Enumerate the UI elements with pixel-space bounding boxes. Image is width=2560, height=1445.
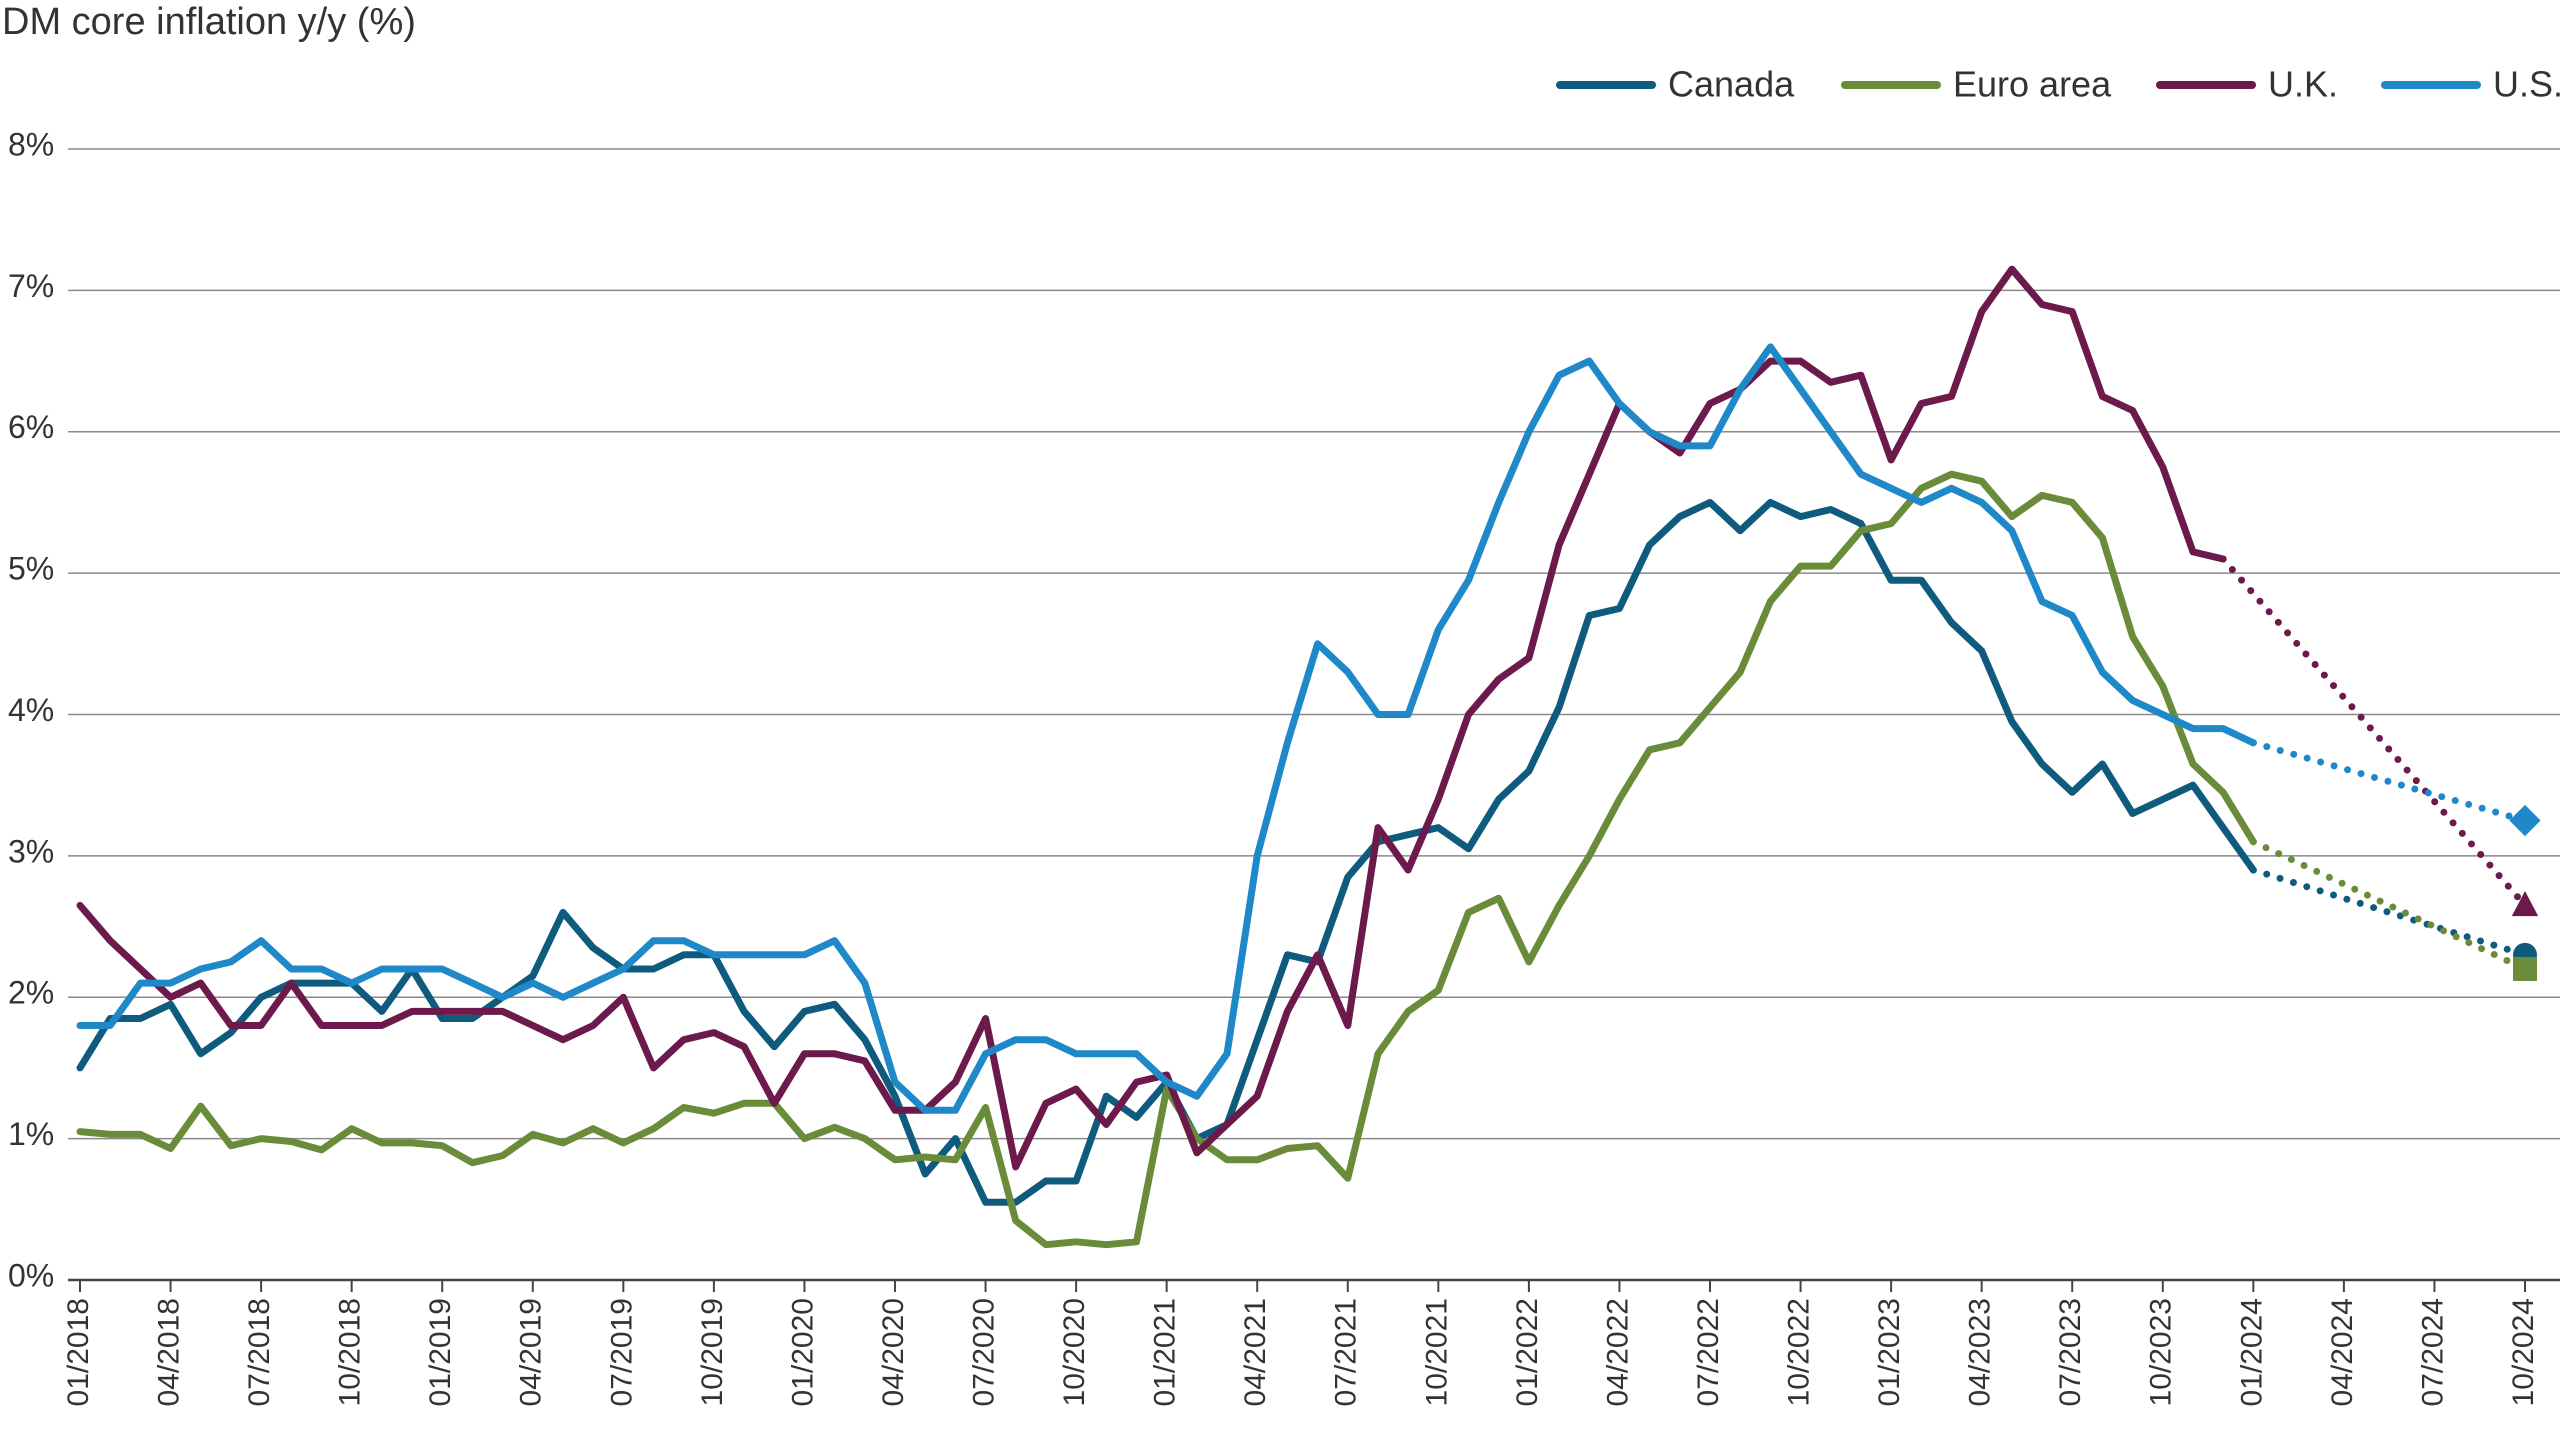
x-tick-label: 07/2020: [967, 1298, 1000, 1406]
x-tick-label: 01/2021: [1149, 1298, 1182, 1406]
legend: Canada Euro area U.K. U.S.: [1556, 64, 2560, 105]
x-tick-label: 01/2019: [424, 1298, 457, 1406]
x-tick-label: 04/2021: [1239, 1298, 1272, 1406]
x-tick-label: 04/2020: [877, 1298, 910, 1406]
y-tick-label: 5%: [8, 551, 54, 587]
projection-line: [2249, 866, 2529, 959]
x-tick-label: 04/2023: [1964, 1298, 1997, 1406]
legend-label: U.S.: [2493, 64, 2560, 105]
x-tick-label: 07/2018: [243, 1298, 276, 1406]
axes: 0% 1% 2% 3% 4% 5% 6% 7% 8% 01/2018 04/2018 07/2018 1…: [8, 126, 2540, 1406]
y-tick-label: 3%: [8, 833, 54, 869]
x-tick-label: 01/2022: [1511, 1298, 1544, 1406]
y-tick-label: 7%: [8, 268, 54, 304]
x-tick-label: 07/2023: [2054, 1298, 2087, 1406]
y-tick-label: 8%: [8, 126, 54, 162]
x-tick-label: 07/2021: [1330, 1298, 1363, 1406]
projection-line: [2249, 739, 2529, 825]
x-tick-label: 07/2022: [1692, 1298, 1725, 1406]
end-marker: [2513, 956, 2537, 981]
x-tick-label: 10/2024: [2507, 1298, 2540, 1406]
legend-label: U.K.: [2268, 64, 2338, 105]
x-tick-label: 07/2019: [605, 1298, 638, 1406]
y-tick-label: 2%: [8, 975, 54, 1011]
x-tick-label: 01/2024: [2235, 1298, 2268, 1406]
x-tick-label: 01/2018: [62, 1298, 95, 1406]
x-tick-label: 10/2021: [1420, 1298, 1453, 1406]
x-tick-label: 10/2020: [1058, 1298, 1091, 1406]
y-tick-label: 4%: [8, 692, 54, 728]
x-tick-label: 10/2023: [2145, 1298, 2178, 1406]
x-tick-label: 04/2024: [2326, 1298, 2359, 1406]
y-tick-label: 6%: [8, 409, 54, 445]
x-tick-label: 07/2024: [2416, 1298, 2449, 1406]
y-tick-label: 0%: [8, 1257, 54, 1293]
grid: [68, 148, 2560, 1282]
x-tick-label: 01/2023: [1873, 1298, 1906, 1406]
y-tick-label: 1%: [8, 1116, 54, 1152]
series-line: [76, 470, 2257, 1249]
projection-line: [2249, 838, 2529, 973]
x-tick-label: 04/2018: [152, 1298, 185, 1406]
x-tick-label: 04/2022: [1601, 1298, 1634, 1406]
end-marker: [2511, 890, 2539, 917]
chart-title: DM core inflation y/y (%): [2, 1, 416, 43]
x-tick-label: 10/2022: [1782, 1298, 1815, 1406]
legend-label: Canada: [1668, 64, 1795, 105]
series-line: [76, 265, 2227, 1171]
x-tick-label: 10/2019: [696, 1298, 729, 1406]
x-tick-label: 04/2019: [515, 1298, 548, 1406]
x-tick-label: 10/2018: [334, 1298, 367, 1406]
legend-label: Euro area: [1953, 64, 2112, 105]
series-line: [76, 343, 2257, 1114]
end-marker: [2509, 804, 2541, 837]
x-tick-label: 01/2020: [786, 1298, 819, 1406]
projection-line: [2219, 555, 2529, 909]
plot-area: [76, 265, 2541, 1249]
